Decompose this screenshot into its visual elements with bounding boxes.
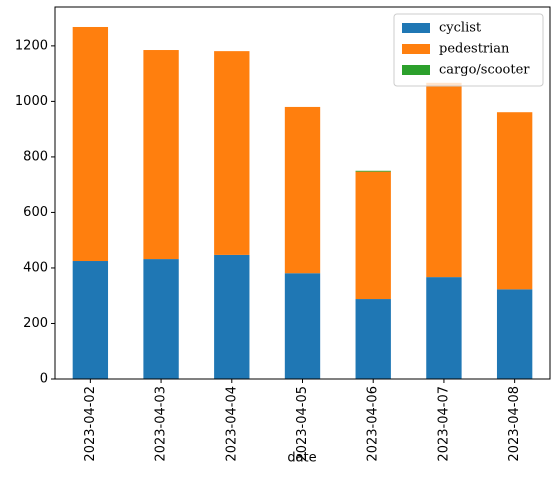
bar-segment [496, 289, 533, 379]
bar-segment [214, 254, 250, 379]
y-tick-label: 0 [40, 372, 48, 387]
bar-segment [284, 106, 321, 274]
bar-segment [355, 299, 391, 379]
x-axis-label: date [287, 451, 316, 466]
x-tick-label: 2023-04-03 [154, 386, 169, 462]
legend-label: cargo/scooter [439, 63, 530, 78]
x-tick-label: 2023-04-07 [436, 386, 451, 462]
legend-label: cyclist [439, 21, 482, 36]
bar-segment [426, 277, 462, 379]
bar-segment [143, 50, 179, 260]
bar-segment [214, 51, 250, 255]
legend: cyclist pedestrian cargo/scooter [393, 13, 544, 87]
y-tick-label: 200 [23, 316, 48, 331]
x-tick-label: 2023-04-06 [366, 386, 381, 462]
legend-box [393, 13, 544, 87]
bar-segment [143, 259, 179, 379]
y-tick-label: 1000 [15, 94, 48, 109]
bar-segment [72, 261, 109, 379]
axes-frame [54, 6, 551, 380]
y-tick-label: 400 [23, 260, 48, 275]
legend-swatch [402, 44, 430, 54]
x-tick-label: 2023-04-04 [224, 386, 239, 462]
legend-swatch [402, 23, 430, 33]
y-tick-label: 600 [23, 205, 48, 220]
bar-segment [355, 170, 391, 172]
x-tick-label: 2023-04-08 [507, 386, 522, 462]
bar-segment [72, 26, 109, 262]
x-tick-label: 2023-04-05 [295, 386, 310, 462]
bar-segment [496, 112, 533, 290]
x-tick-label: 2023-04-02 [83, 386, 98, 462]
y-tick-label: 800 [23, 149, 48, 164]
bar-segment [426, 82, 462, 278]
y-tick-label: 1200 [15, 38, 48, 53]
legend-swatch [402, 65, 430, 75]
bar-segment [355, 171, 391, 300]
bar-segment [284, 273, 321, 379]
legend-label: pedestrian [439, 42, 510, 57]
